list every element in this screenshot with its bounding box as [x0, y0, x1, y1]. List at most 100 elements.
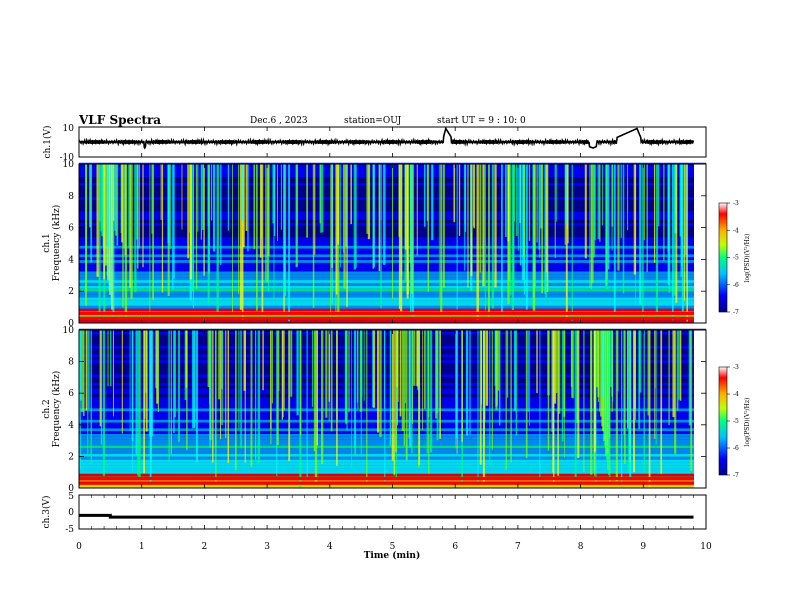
spectrogram-streak [331, 164, 333, 304]
ch1-ylabel: ch.1(V) [42, 126, 53, 159]
spectrogram-streak [422, 330, 424, 431]
spectrogram-streak [491, 330, 493, 450]
spectrogram-streak [90, 164, 92, 263]
spectrogram-streak [209, 330, 211, 448]
spectrogram-streak [404, 164, 407, 250]
spectrogram-streak [398, 164, 401, 309]
spectrogram-band [79, 468, 706, 471]
spectrogram-streak [391, 164, 394, 299]
y-tick-label: 8 [68, 192, 74, 202]
spectrogram-streak [173, 330, 176, 418]
spectrogram-streak [654, 330, 656, 439]
spectrogram-streak [525, 330, 528, 459]
spectrogram-streak [193, 330, 196, 428]
spectrogram-streak [629, 330, 632, 479]
ch3-ylabel: ch.3(V) [41, 496, 52, 529]
spectrogram-streak [129, 330, 131, 431]
spectrogram-streak [191, 164, 194, 291]
spectrogram-streak [344, 330, 347, 423]
spectrogram-streak [102, 330, 106, 476]
spectrogram-streak [455, 330, 458, 439]
spectrogram-streak [472, 164, 475, 227]
spectrogram-streak [541, 164, 544, 294]
spectrogram-streak [544, 164, 546, 294]
spectrogram-streak [245, 164, 248, 231]
spectrogram-streak [481, 330, 482, 405]
spectrogram-streak [558, 330, 561, 414]
colorbar-tick-label: -4 [733, 391, 739, 398]
spectrogram-streak [633, 330, 636, 473]
spectrogram-streak [465, 330, 469, 436]
spectrogram-streak [107, 164, 109, 248]
spectrogram-streak [397, 330, 398, 426]
y-tick-label: 6 [68, 224, 74, 234]
spectrogram-streak [438, 164, 440, 301]
spectrogram-streak [168, 164, 171, 249]
spectrogram-streak [617, 164, 620, 271]
spectrogram-streak [283, 164, 285, 296]
spectrogram-streak [424, 330, 426, 409]
ch1-colorbar-label: log(PSD)(V²/Hz) [744, 234, 751, 283]
spectrogram-band [79, 308, 706, 312]
spectrogram-streak [129, 164, 132, 288]
spectrogram-streak [136, 164, 138, 240]
spectrogram-streak [416, 164, 418, 256]
ch1-spec-ylabel-line2: Frequency (kHz) [51, 205, 62, 282]
spectrogram-streak [612, 330, 613, 402]
spectrogram-streak [195, 164, 198, 290]
spectrogram-streak [345, 164, 347, 247]
spectrogram-streak [135, 330, 138, 456]
spectrogram-streak [85, 164, 87, 306]
spectrogram-streak [262, 330, 264, 391]
spectrogram-streak [376, 330, 380, 433]
spectrogram-streak [634, 330, 636, 409]
spectrogram-streak [410, 164, 413, 294]
spectrogram-streak [360, 330, 362, 457]
spectrogram-streak [536, 164, 538, 243]
colorbar-tick-label: -7 [733, 309, 739, 316]
colorbar-tick-label: -3 [733, 200, 739, 207]
spectrogram-streak [477, 330, 479, 485]
spectrogram-streak [507, 164, 510, 242]
chart-title: VLF Spectra [79, 113, 162, 127]
y-tick-label: 0 [68, 319, 74, 329]
spectrogram-streak [628, 330, 630, 473]
spectrogram-streak [570, 330, 573, 388]
ch1-spec-ylabel-line1: ch.1 [42, 233, 52, 252]
spectrogram-streak [597, 164, 600, 240]
spectrogram-streak [479, 330, 482, 465]
spectrogram-streak [482, 164, 484, 287]
spectrogram-streak [655, 164, 659, 320]
spectrogram-streak [593, 330, 596, 452]
spectrogram-streak [122, 164, 124, 308]
spectrogram-streak [278, 330, 280, 392]
ch2-spectrogram [79, 328, 706, 488]
spectrogram-streak [583, 330, 585, 473]
spectrogram-streak [123, 164, 125, 249]
spectrogram-streak [227, 330, 230, 464]
spectrogram-band [79, 305, 706, 309]
spectrogram-streak [416, 330, 419, 387]
spectrogram-streak [82, 330, 85, 417]
spectrogram-streak [107, 330, 109, 387]
spectrogram-streak [485, 330, 489, 406]
spectrogram-streak [98, 164, 101, 321]
spectrogram-streak [647, 330, 649, 416]
spectrogram-streak [257, 330, 261, 464]
spectrogram-line [79, 477, 694, 481]
spectrogram-streak [143, 330, 145, 474]
spectrogram-streak [100, 330, 103, 445]
spectrogram-streak [281, 330, 284, 420]
colorbar-tick-label: -5 [733, 418, 739, 425]
spectrogram-streak [189, 164, 192, 280]
spectrogram-streak [109, 330, 112, 387]
spectrogram-streak [168, 330, 170, 462]
spectrogram-streak [627, 164, 629, 231]
spectrogram-streak [340, 164, 342, 268]
spectrogram-streak [571, 330, 575, 399]
spectrogram-streak [207, 330, 210, 388]
spectrogram-streak [192, 330, 195, 429]
spectrogram-streak [575, 330, 579, 423]
spectrogram-streak [393, 330, 395, 476]
spectrogram-streak [528, 330, 530, 426]
